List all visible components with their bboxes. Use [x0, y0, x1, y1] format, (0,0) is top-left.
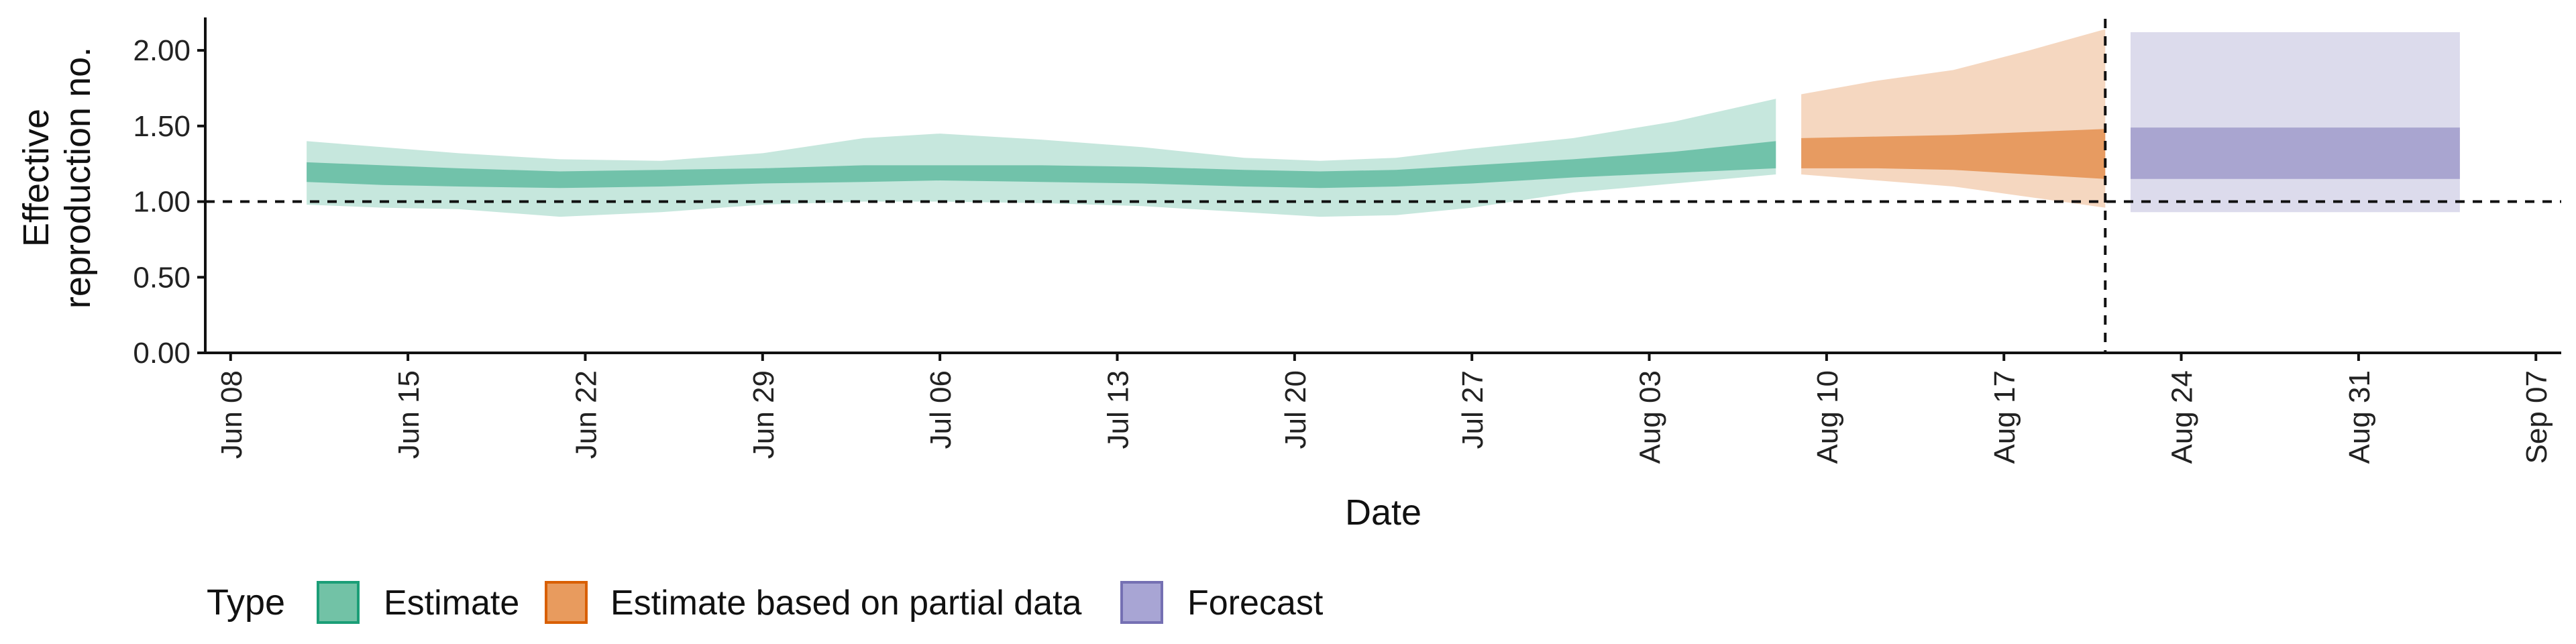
x-tick-label: Jul 27: [1456, 370, 1489, 449]
x-tick-label: Aug 24: [2166, 370, 2199, 464]
y-tick-label: 2.00: [133, 34, 191, 67]
legend: Type Estimate Estimate based on partial …: [207, 581, 1324, 624]
legend-key-partial: [545, 581, 588, 624]
y-tick-label: 0.00: [133, 337, 191, 370]
x-tick-label: Sep 07: [2520, 370, 2553, 464]
legend-label-forecast: Forecast: [1187, 584, 1324, 623]
legend-key-estimate: [317, 581, 360, 624]
legend-key-forecast: [1120, 581, 1163, 624]
x-tick-label: Jun 29: [747, 370, 780, 459]
axes: 0.00 0.50 1.00 1.50 2.00 Jun 08 Jun 15 Jun 22 Ju…: [133, 17, 2561, 464]
ribbon-90-estimate: [307, 99, 1776, 217]
legend-label-partial: Estimate based on partial data: [610, 584, 1082, 623]
x-tick-label: Aug 10: [1811, 370, 1844, 464]
x-tick-label: Jun 15: [392, 370, 425, 459]
x-tick-label: Jul 06: [924, 370, 957, 449]
y-tick-label: 1.50: [133, 110, 191, 143]
y-axis-title-line-2: reproduction no.: [58, 47, 98, 309]
legend-label-estimate: Estimate: [384, 584, 519, 623]
ribbon-90-estimate-based-on-partial-data: [1801, 29, 2106, 208]
x-tick-label: Jun 08: [215, 370, 248, 459]
x-tick-label: Aug 03: [1634, 370, 1667, 464]
x-tick-label: Jul 13: [1102, 370, 1135, 449]
x-tick-label: Aug 17: [1988, 370, 2021, 464]
y-axis-title-line-1: Effective: [16, 109, 56, 247]
ribbon-50-estimate-based-on-partial-data: [1801, 129, 2106, 179]
y-tick-label: 1.00: [133, 186, 191, 219]
x-tick-label: Aug 31: [2343, 370, 2376, 464]
x-axis-title: Date: [1345, 492, 1421, 533]
legend-title: Type: [207, 582, 285, 623]
x-tick-label: Jun 22: [570, 370, 603, 459]
plot-area: [205, 19, 2561, 353]
x-tick-label: Jul 20: [1279, 370, 1312, 449]
ribbon-50-forecast: [2131, 127, 2460, 179]
y-tick-label: 0.50: [133, 261, 191, 294]
ribbon-90-forecast: [2131, 32, 2460, 213]
ribbon-50-estimate: [307, 141, 1776, 189]
